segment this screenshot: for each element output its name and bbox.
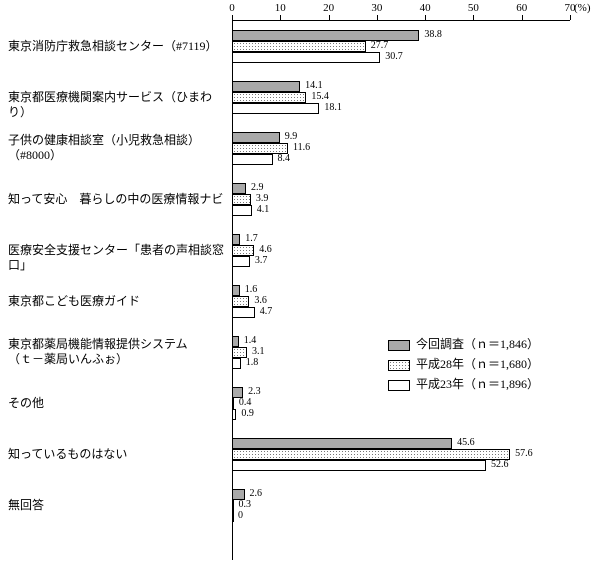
category-label: 東京消防庁救急相談センター（#7119）: [8, 39, 228, 55]
bar-value-label: 0.9: [241, 408, 254, 419]
legend-label: 平成23年（ｎ＝1,896）: [416, 377, 539, 391]
bar-h23: [232, 460, 486, 471]
x-tick-label: 10: [275, 2, 286, 14]
bar-value-label: 1.7: [245, 233, 258, 244]
bar-value-label: 2.6: [250, 488, 263, 499]
x-tick-label: 0: [229, 2, 235, 14]
bar-value-label: 14.1: [305, 80, 323, 91]
x-tick-label: 60: [516, 2, 527, 14]
bar-value-label: 2.9: [251, 182, 264, 193]
bar-value-label: 30.7: [385, 51, 403, 62]
bar-h23: [232, 256, 250, 267]
bar-value-label: 0: [238, 510, 243, 521]
bar-current: [232, 132, 280, 143]
category-label: 医療安全支援センター「患者の声相談窓口」: [8, 243, 228, 274]
bar-h23: [232, 52, 380, 63]
bar-h28: [232, 41, 366, 52]
bar-h23: [232, 103, 319, 114]
bar-value-label: 57.6: [515, 448, 533, 459]
category-label: 知っているものはない: [8, 447, 228, 463]
bar-value-label: 2.3: [248, 386, 261, 397]
bar-current: [232, 285, 240, 296]
bar-h23: [232, 307, 255, 318]
bar-value-label: 27.7: [371, 40, 389, 51]
category-label: 東京都薬局機能情報提供システム: [8, 337, 228, 353]
legend-item: 平成23年（ｎ＝1,896）: [388, 375, 539, 392]
bar-value-label: 1.6: [245, 284, 258, 295]
bar-current: [232, 336, 239, 347]
bar-value-label: 4.6: [259, 244, 272, 255]
bar-h23: [232, 511, 234, 522]
legend-swatch: [388, 340, 410, 351]
category-label: 東京都医療機関案内サービス（ひまわり）: [8, 90, 228, 121]
bar-h23: [232, 154, 273, 165]
bar-current: [232, 30, 419, 41]
bar-h28: [232, 449, 510, 460]
bar-h28: [232, 92, 306, 103]
x-tick-label: 40: [420, 2, 431, 14]
bar-value-label: 45.6: [457, 437, 475, 448]
bar-value-label: 3.1: [252, 346, 265, 357]
legend-item: 平成28年（ｎ＝1,680）: [388, 355, 539, 372]
bar-value-label: 1.8: [246, 357, 259, 368]
bar-h28: [232, 500, 234, 511]
category-label: （#8000）: [8, 148, 228, 164]
bar-h23: [232, 358, 241, 369]
bar-current: [232, 234, 240, 245]
bar-chart: 010203040506070(%)東京消防庁救急相談センター（#7119）38…: [0, 0, 600, 563]
legend-swatch: [388, 380, 410, 391]
bar-h28: [232, 245, 254, 256]
bar-value-label: 4.7: [260, 306, 273, 317]
bar-value-label: 3.6: [254, 295, 267, 306]
x-axis-unit: (%): [574, 2, 591, 14]
bar-h28: [232, 296, 249, 307]
legend-label: 平成28年（ｎ＝1,680）: [416, 357, 539, 371]
bar-value-label: 3.7: [255, 255, 268, 266]
bar-value-label: 8.4: [278, 153, 291, 164]
category-label: （ｔ－薬局いんふぉ）: [8, 352, 228, 368]
legend-label: 今回調査（ｎ＝1,846）: [416, 337, 539, 351]
bar-h28: [232, 398, 234, 409]
bar-value-label: 11.6: [293, 142, 310, 153]
bar-value-label: 15.4: [311, 91, 329, 102]
legend-swatch: [388, 360, 410, 371]
bar-value-label: 0.3: [238, 499, 251, 510]
legend-item: 今回調査（ｎ＝1,846）: [388, 335, 539, 352]
x-tick-label: 20: [323, 2, 334, 14]
bar-value-label: 52.6: [491, 459, 509, 470]
bar-current: [232, 438, 452, 449]
bar-value-label: 4.1: [257, 204, 270, 215]
bar-value-label: 3.9: [256, 193, 269, 204]
category-label: 無回答: [8, 498, 228, 514]
bar-value-label: 0.4: [239, 397, 252, 408]
category-label: 東京都こども医療ガイド: [8, 294, 228, 310]
category-label: 知って安心 暮らしの中の医療情報ナビ: [8, 192, 228, 208]
bar-current: [232, 183, 246, 194]
bar-h23: [232, 409, 236, 420]
bar-value-label: 1.4: [244, 335, 257, 346]
bar-value-label: 18.1: [324, 102, 342, 113]
category-label: 子供の健康相談室（小児救急相談）: [8, 133, 228, 149]
category-label: その他: [8, 396, 228, 412]
x-tick-label: 30: [371, 2, 382, 14]
bar-h23: [232, 205, 252, 216]
bar-h28: [232, 194, 251, 205]
bar-current: [232, 81, 300, 92]
bar-value-label: 38.8: [424, 29, 442, 40]
x-tick-label: 50: [468, 2, 479, 14]
bar-value-label: 9.9: [285, 131, 298, 142]
